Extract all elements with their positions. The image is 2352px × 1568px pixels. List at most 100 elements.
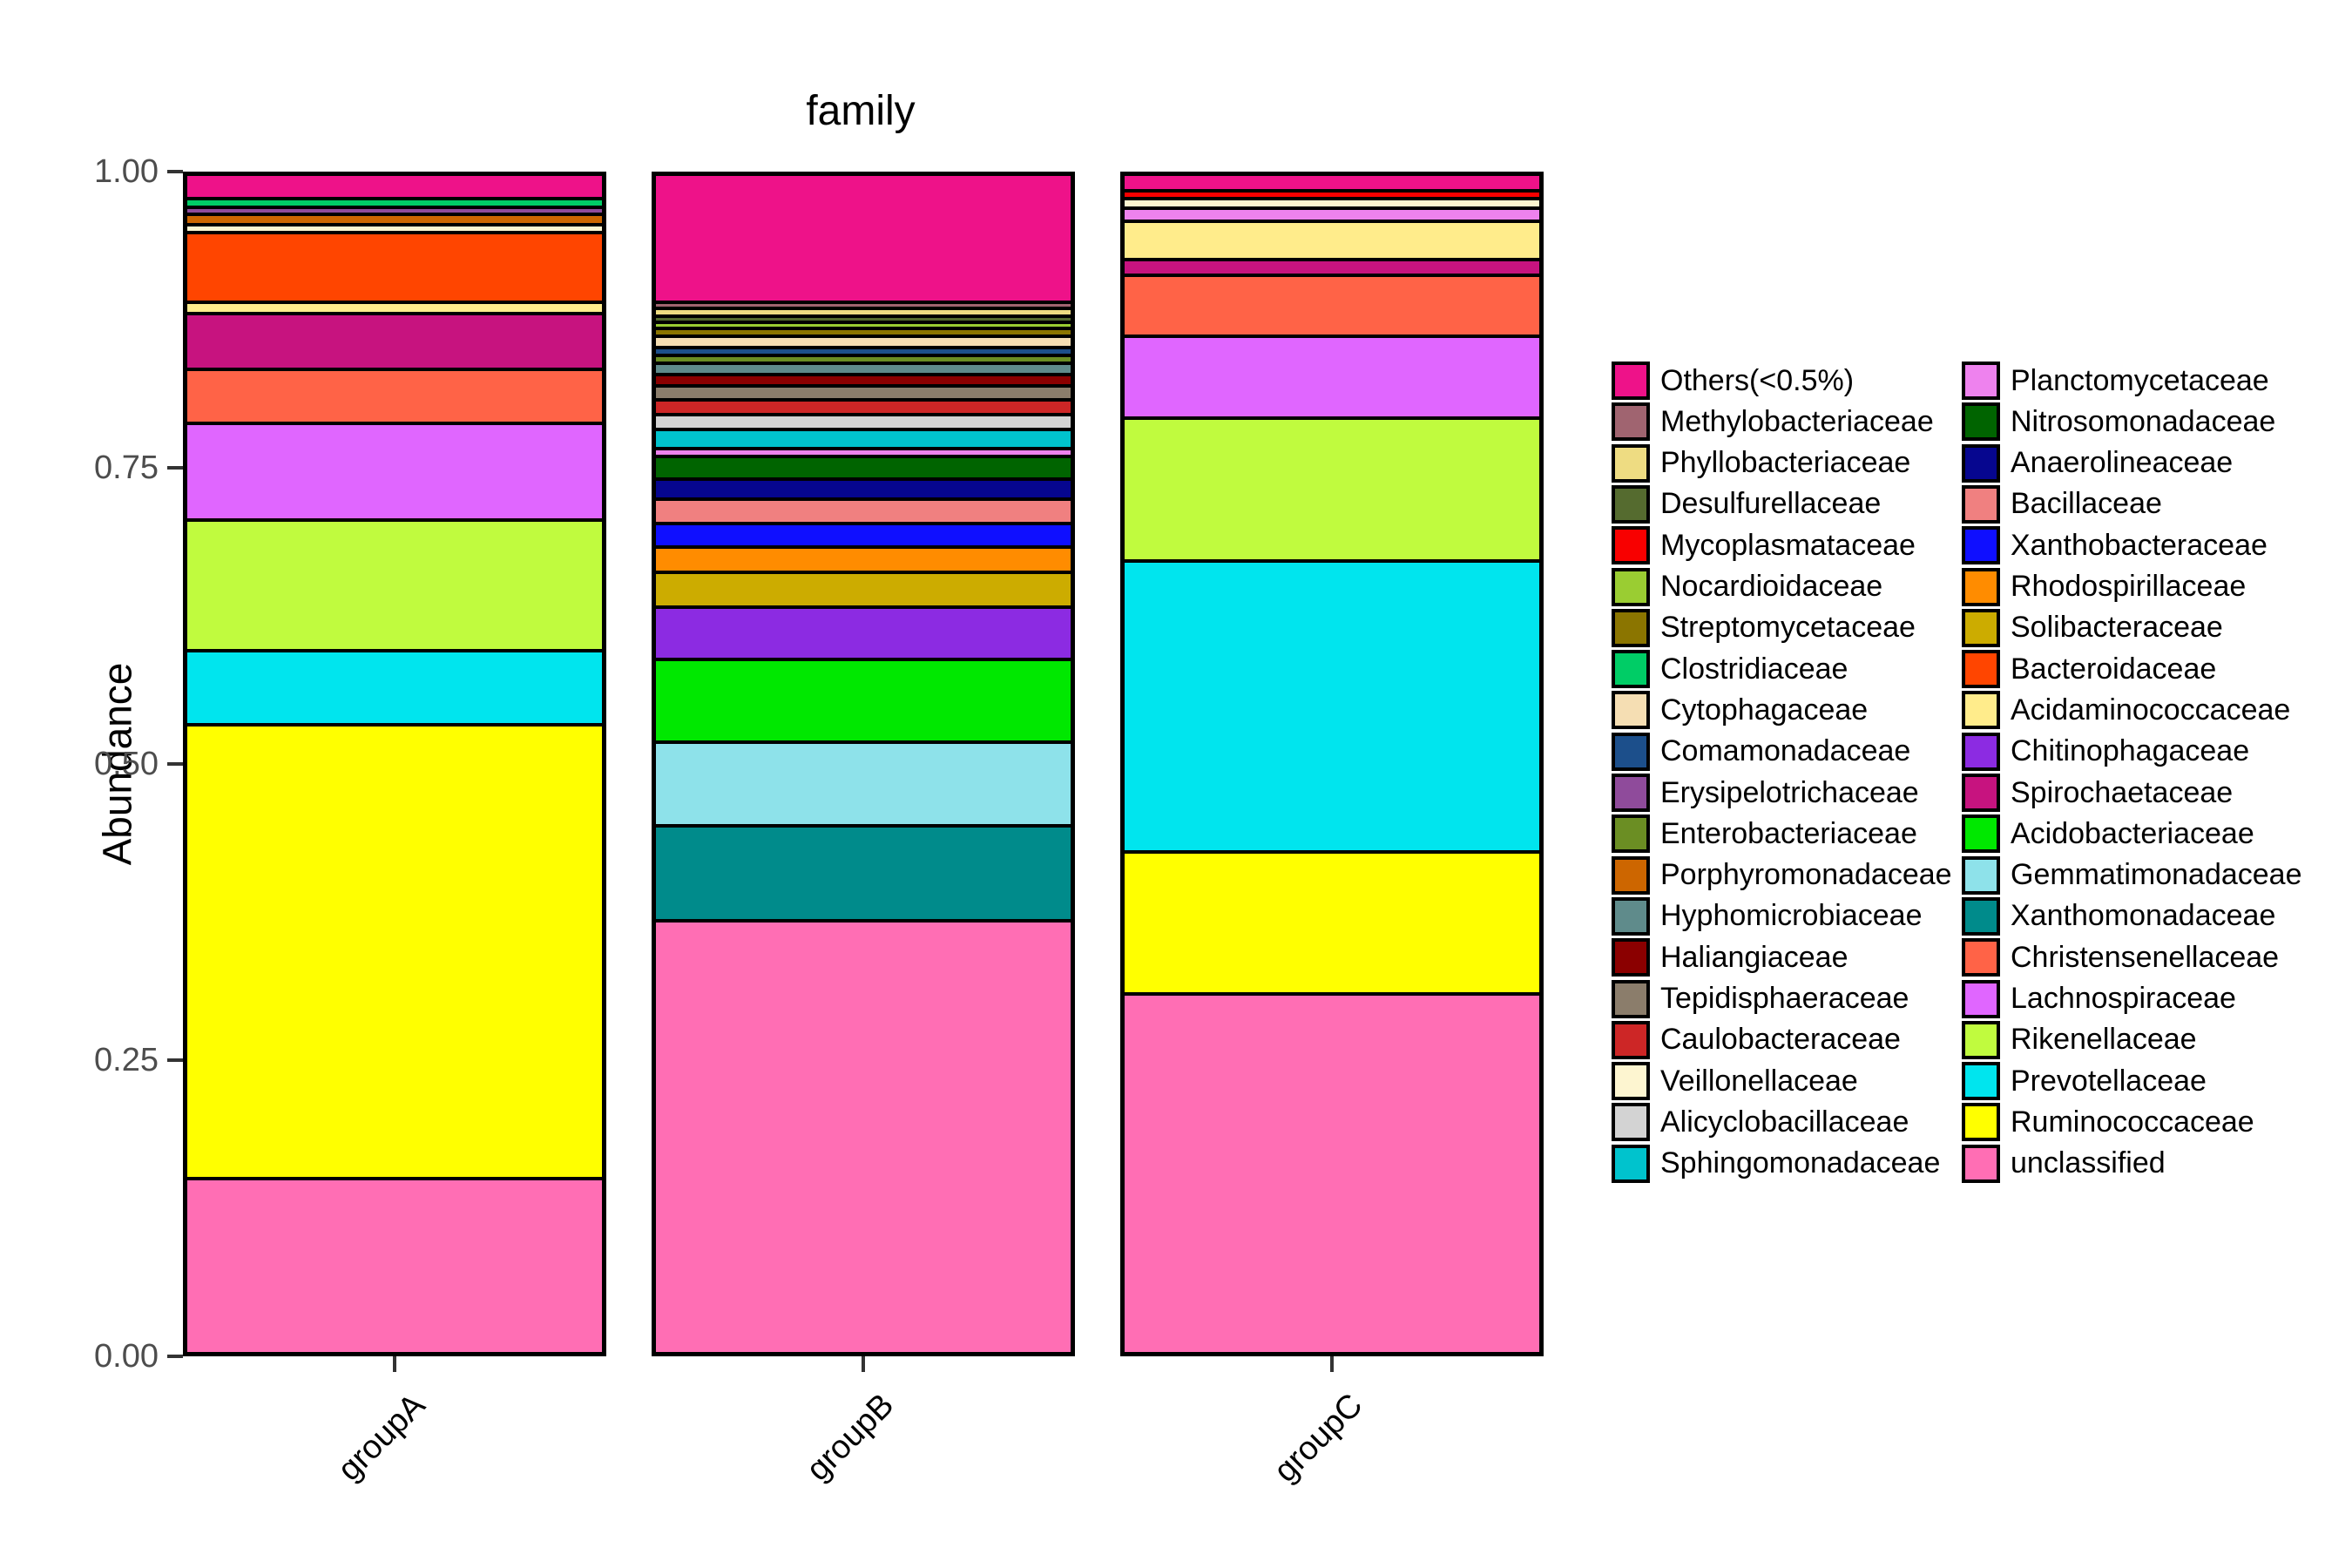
y-axis-tick-label: 0.00 — [94, 1338, 159, 1375]
bar-segment-groupC-Lachnospiraceae — [1125, 335, 1539, 417]
bar-segment-groupC-Planctomycetaceae — [1125, 206, 1539, 220]
legend-label: Methylobacteriaceae — [1660, 404, 1934, 438]
bar-segment-groupA-Bacteroidaceae — [187, 231, 602, 301]
legend-label: Porphyromonadaceae — [1660, 858, 1952, 892]
bar-segment-groupB-Xanthomonadaceae — [656, 824, 1071, 919]
legend-item-Caulobacteraceae: Caulobacteraceae — [1612, 1020, 1901, 1060]
chart-title: family — [806, 88, 916, 134]
bar-segment-groupB-Haliangiaceae — [656, 372, 1071, 385]
legend-key-swatch — [1962, 1062, 2000, 1101]
legend-label: Erysipelotrichaceae — [1660, 775, 1919, 809]
bar-segment-groupB-Xanthobacteraceae — [656, 522, 1071, 546]
legend-label: Solibacteraceae — [2011, 611, 2223, 645]
legend-key-swatch — [1612, 1062, 1650, 1101]
legend-label: Nocardioidaceae — [1660, 570, 1883, 603]
legend-item-Clostridiaceae: Clostridiaceae — [1612, 649, 1848, 689]
legend-key-swatch — [1962, 567, 2000, 606]
legend-item-Alicyclobacillaceae: Alicyclobacillaceae — [1612, 1102, 1909, 1142]
legend-label: Sphingomonadaceae — [1660, 1146, 1941, 1180]
bar-segment-groupA-Others(<0.5%) — [187, 176, 602, 198]
legend-item-Comamonadaceae: Comamonadaceae — [1612, 732, 1910, 772]
legend-label: Prevotellaceae — [2011, 1064, 2207, 1098]
bar-segment-groupC-Prevotellaceae — [1125, 558, 1539, 851]
legend-key-swatch — [1962, 855, 2000, 895]
legend-key-swatch — [1612, 1103, 1650, 1142]
legend-label: Nitrosomonadaceae — [2011, 404, 2276, 438]
y-axis-tick — [167, 466, 183, 470]
legend-key-swatch — [1612, 855, 1650, 895]
legend-item-Rhodospirillaceae: Rhodospirillaceae — [1962, 567, 2246, 607]
legend-item-Acidaminococcaceae: Acidaminococcaceae — [1962, 690, 2290, 730]
legend-item-Hyphomicrobiaceae: Hyphomicrobiaceae — [1612, 896, 1923, 936]
bar-segment-groupB-Methylobacteriaceae — [656, 301, 1071, 307]
legend-key-swatch — [1962, 443, 2000, 483]
legend-item-Rikenellaceae: Rikenellaceae — [1962, 1020, 2197, 1060]
bar-segment-groupB-Cytophagaceae — [656, 335, 1071, 346]
legend-item-Ruminococcaceae: Ruminococcaceae — [1962, 1102, 2254, 1142]
bar-segment-groupA-unclassified — [187, 1177, 602, 1352]
x-axis-label-groupB: groupB — [800, 1387, 902, 1489]
legend-label: Comamonadaceae — [1660, 734, 1911, 768]
legend-item-Bacteroidaceae: Bacteroidaceae — [1962, 649, 2216, 689]
bar-segment-groupB-Chitinophagaceae — [656, 605, 1071, 658]
legend-item-Porphyromonadaceae: Porphyromonadaceae — [1612, 855, 1952, 896]
bar-segment-groupB-Acidobacteriaceae — [656, 657, 1071, 741]
x-axis-tick — [1330, 1356, 1334, 1372]
legend-key-swatch — [1962, 732, 2000, 771]
legend-key-swatch — [1612, 1020, 1650, 1059]
legend-label: Lachnospiraceae — [2011, 982, 2236, 1015]
legend-key-swatch — [1612, 567, 1650, 606]
bar-segment-groupC-Acidaminococcaceae — [1125, 219, 1539, 259]
legend-key-swatch — [1612, 526, 1650, 565]
legend-key-swatch — [1612, 484, 1650, 524]
legend-label: Enterobacteriaceae — [1660, 816, 1917, 850]
x-axis-label-groupA: groupA — [331, 1387, 433, 1489]
legend-label: Christensenellaceae — [2011, 940, 2280, 974]
legend-label: Rikenellaceae — [2011, 1023, 2197, 1057]
bar-segment-groupC-Others(<0.5%) — [1125, 176, 1539, 189]
bar-segment-groupA-Clostridiaceae — [187, 197, 602, 206]
legend-label: Veillonellaceae — [1660, 1064, 1858, 1098]
bar-segment-groupB-Rhodospirillaceae — [656, 545, 1071, 571]
stacked-bar-groupA — [183, 172, 606, 1356]
legend-key-swatch — [1612, 443, 1650, 483]
legend-label: Alicyclobacillaceae — [1660, 1105, 1909, 1139]
bar-segment-groupC-Ruminococcaceae — [1125, 850, 1539, 993]
bar-segment-groupA-Veillonellaceae — [187, 222, 602, 232]
bar-segment-groupC-unclassified — [1125, 992, 1539, 1352]
legend-label: Streptomycetaceae — [1660, 611, 1916, 645]
legend-item-Erysipelotrichaceae: Erysipelotrichaceae — [1612, 773, 1919, 813]
legend-item-Bacillaceae: Bacillaceae — [1962, 484, 2162, 524]
bar-segment-groupC-Christensenellaceae — [1125, 273, 1539, 335]
y-axis-tick — [167, 1355, 183, 1358]
legend-key-swatch — [1962, 608, 2000, 647]
bar-segment-groupB-Anaerolineaceae — [656, 476, 1071, 497]
bar-segment-groupB-Sphingomonadaceae — [656, 428, 1071, 447]
legend-item-Tepidisphaeraceae: Tepidisphaeraceae — [1612, 979, 1909, 1019]
legend-label: Bacillaceae — [2011, 487, 2162, 521]
legend-label: Acidaminococcaceae — [2011, 693, 2291, 727]
legend-item-Anaerolineaceae: Anaerolineaceae — [1962, 443, 2233, 483]
y-axis-tick-label: 0.50 — [94, 746, 159, 782]
legend-label: Tepidisphaeraceae — [1660, 982, 1909, 1015]
legend-item-Gemmatimonadaceae: Gemmatimonadaceae — [1962, 855, 2302, 896]
legend-label: unclassified — [2011, 1146, 2166, 1180]
legend-key-swatch — [1612, 938, 1650, 977]
legend-label: Hyphomicrobiaceae — [1660, 899, 1923, 933]
legend-key-swatch — [1612, 362, 1650, 400]
legend-key-swatch — [1962, 1020, 2000, 1059]
bar-segment-groupA-Porphyromonadaceae — [187, 212, 602, 223]
legend-item-Nocardioidaceae: Nocardioidaceae — [1612, 567, 1882, 607]
legend-label: Acidobacteriaceae — [2011, 816, 2254, 850]
bar-segment-groupB-Hyphomicrobiaceae — [656, 362, 1071, 373]
legend-key-swatch — [1962, 484, 2000, 524]
legend-label: Cytophagaceae — [1660, 693, 1869, 727]
legend-label: Rhodospirillaceae — [2011, 570, 2247, 603]
legend-item-Streptomycetaceae: Streptomycetaceae — [1612, 608, 1916, 648]
x-axis-label-groupC: groupC — [1267, 1387, 1370, 1490]
legend-label: Chitinophagaceae — [2011, 734, 2250, 768]
legend-label: Desulfurellaceae — [1660, 487, 1882, 521]
bar-segment-groupB-Bacillaceae — [656, 497, 1071, 523]
legend-item-Sphingomonadaceae: Sphingomonadaceae — [1612, 1144, 1940, 1184]
legend-key-swatch — [1962, 774, 2000, 812]
